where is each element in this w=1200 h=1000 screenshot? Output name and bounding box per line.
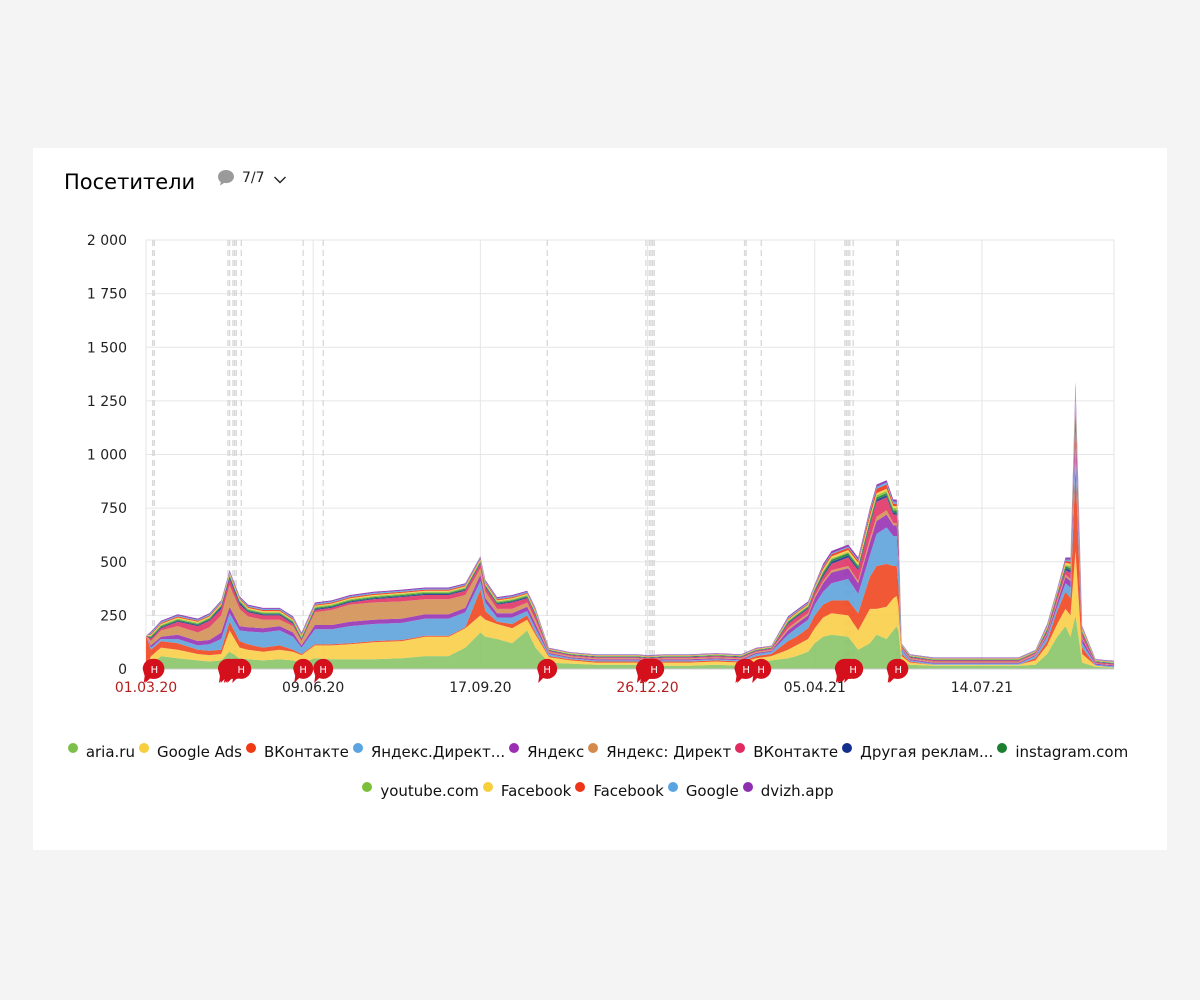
y-tick-label: 1 500 <box>87 340 127 356</box>
series-areas <box>146 381 1114 669</box>
legend-row: youtube.com Facebook Facebook Google dvizh.a… <box>33 781 1167 801</box>
legend-label: instagram.com <box>1015 743 1129 761</box>
legend-dot-icon <box>509 743 520 753</box>
legend-label: aria.ru <box>85 743 135 761</box>
annotations-toggle[interactable]: 7/7 <box>216 168 287 188</box>
legend-item[interactable]: Яндекс.Директ... <box>352 743 506 761</box>
speech-bubble-icon <box>216 168 236 188</box>
annotation-marker[interactable]: Н <box>231 658 252 683</box>
y-tick-label: 500 <box>100 555 127 571</box>
legend-item[interactable]: Google <box>667 782 739 800</box>
legend-dot-icon <box>667 782 678 792</box>
legend-label: Facebook <box>593 782 664 800</box>
annotation-marker[interactable]: Н <box>144 658 165 683</box>
legend-item[interactable]: Facebook <box>575 782 664 800</box>
annotation-marker-label: Н <box>849 665 857 676</box>
x-tick-label: 26.12.20 <box>616 680 678 696</box>
annotation-marker[interactable]: Н <box>736 658 757 683</box>
chevron-down-icon <box>273 173 287 184</box>
chart-title: Посетители <box>64 170 196 194</box>
x-tick-label: 05.04.21 <box>784 680 846 696</box>
legend-item[interactable]: Яндекс <box>509 743 584 761</box>
annotation-marker-label: Н <box>757 665 765 676</box>
annotation-marker[interactable]: Н <box>293 658 314 683</box>
legend-item[interactable]: Другая реклам... <box>842 743 993 761</box>
legend-dot-icon <box>67 743 78 753</box>
legend-label: Facebook <box>500 782 572 800</box>
annotation-marker[interactable]: Н <box>751 658 772 683</box>
legend-row: aria.ru Google Ads ВКонтакте Яндекс.Директ.… <box>33 742 1167 762</box>
annotation-marker[interactable]: Н <box>843 658 864 683</box>
legend-item[interactable]: ВКонтакте <box>245 743 349 761</box>
annotations-count: 7/7 <box>242 170 265 186</box>
legend-label: Другая реклам... <box>860 743 994 761</box>
legend-dot-icon <box>735 743 746 753</box>
legend-dot-icon <box>245 743 256 753</box>
annotation-marker[interactable]: Н <box>644 658 665 683</box>
legend-label: Яндекс: Директ <box>606 743 732 761</box>
legend-item[interactable]: Google Ads <box>138 743 242 761</box>
legend-label: ВКонтакте <box>753 743 839 761</box>
legend-dot-icon <box>138 743 149 753</box>
legend-dot-icon <box>362 782 373 792</box>
legend-item[interactable]: aria.ru <box>67 743 135 761</box>
legend-label: Google Ads <box>156 743 242 761</box>
legend-label: dvizh.app <box>760 782 834 800</box>
legend-item[interactable]: ВКонтакте <box>735 743 838 761</box>
report-card: Посетители 7/7 0 250 500 750 1 000 1 250 1 500… <box>33 148 1167 850</box>
legend-dot-icon <box>588 743 599 753</box>
legend-item[interactable]: youtube.com <box>362 782 479 800</box>
legend-item[interactable]: dvizh.app <box>742 782 834 800</box>
annotation-marker[interactable]: Н <box>313 658 334 683</box>
x-tick-label: 09.06.20 <box>282 680 344 696</box>
y-tick-label: 750 <box>100 501 127 517</box>
legend-dot-icon <box>352 743 363 753</box>
annotation-marker-label: Н <box>319 665 327 676</box>
legend-item[interactable]: instagram.com <box>997 743 1128 761</box>
legend-label: Яндекс <box>527 743 585 761</box>
series-area <box>146 430 1114 666</box>
y-tick-label: 2 000 <box>87 233 127 249</box>
legend-item[interactable]: Яндекс: Директ <box>588 743 731 761</box>
annotation-marker-label: Н <box>543 665 551 676</box>
legend-label: Google <box>685 782 739 800</box>
chart-legend: aria.ru Google Ads ВКонтакте Яндекс.Директ.… <box>33 742 1167 820</box>
series-area <box>146 551 1114 668</box>
legend-dot-icon <box>997 743 1008 753</box>
y-tick-label: 1 250 <box>87 394 127 410</box>
annotation-marker[interactable]: Н <box>537 658 558 683</box>
y-tick-label: 1 750 <box>87 287 127 303</box>
series-area <box>146 465 1114 668</box>
legend-label: youtube.com <box>380 782 479 800</box>
annotation-marker-label: Н <box>151 665 159 676</box>
annotation-marker[interactable]: Н <box>888 658 909 683</box>
x-tick-label: 01.03.20 <box>115 680 177 696</box>
x-tick-label: 14.07.21 <box>951 680 1013 696</box>
legend-label: Яндекс.Директ... <box>370 743 506 761</box>
y-tick-label: 0 <box>118 662 127 678</box>
legend-dot-icon <box>482 782 493 792</box>
legend-dot-icon <box>742 782 753 792</box>
annotation-marker-label: Н <box>238 665 246 676</box>
legend-item[interactable]: Facebook <box>482 782 572 800</box>
annotation-marker-label: Н <box>650 665 658 676</box>
y-tick-label: 1 000 <box>87 448 127 464</box>
series-area <box>146 615 1114 669</box>
legend-dot-icon <box>842 743 853 753</box>
annotation-marker-label: Н <box>299 665 307 676</box>
y-tick-label: 250 <box>100 608 127 624</box>
legend-dot-icon <box>575 782 586 792</box>
annotation-marker-label: Н <box>742 665 750 676</box>
annotation-marker-label: Н <box>895 665 903 676</box>
x-tick-label: 17.09.20 <box>449 680 511 696</box>
legend-label: ВКонтакте <box>263 743 349 761</box>
series-area <box>146 381 1114 662</box>
